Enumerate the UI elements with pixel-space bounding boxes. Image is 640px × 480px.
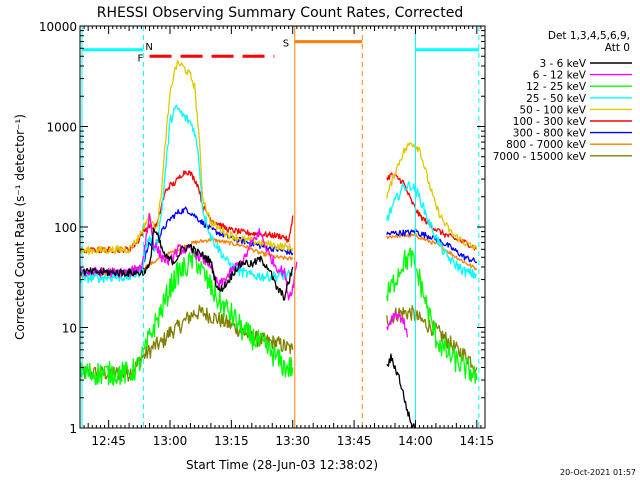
series-line-3-segment-1 <box>386 181 478 279</box>
flag-label-S: S <box>283 39 289 50</box>
series-line-3-segment-0 <box>79 104 294 284</box>
x-tick-label: 13:00 <box>153 434 188 448</box>
series-line-0-segment-1 <box>386 353 416 429</box>
series-line-6-segment-1 <box>386 227 478 264</box>
series-line-2-segment-1 <box>386 247 478 384</box>
x-tick-label: 13:15 <box>214 434 249 448</box>
legend-label-5: 100 - 300 keV <box>513 116 587 128</box>
x-axis-label: Start Time (28-Jun-03 12:38:02) <box>186 458 378 472</box>
series-line-1-segment-1 <box>386 311 408 338</box>
legend-label-2: 12 - 25 keV <box>526 81 587 93</box>
flag-label-N: N <box>145 42 152 53</box>
legend-label-4: 50 - 100 keV <box>519 104 586 116</box>
series-line-4-segment-1 <box>386 142 478 251</box>
legend-label-1: 6 - 12 keV <box>533 70 587 82</box>
x-tick-label: 13:30 <box>275 434 310 448</box>
generation-timestamp: 20-Oct-2021 01:57 <box>560 468 636 477</box>
legend-label-8: 7000 - 15000 keV <box>493 151 587 163</box>
series-line-5-segment-0 <box>79 170 294 254</box>
plot-frame <box>79 25 486 429</box>
y-tick-label: 100 <box>54 221 77 235</box>
x-tick-label: 12:45 <box>91 434 126 448</box>
series-line-4-segment-0 <box>79 60 294 256</box>
legend-header-line-2: Att 0 <box>605 42 630 54</box>
y-axis-label: Corrected Count Rate (s⁻¹ detector⁻¹) <box>13 114 27 340</box>
legend-label-7: 800 - 7000 keV <box>506 139 587 151</box>
y-tick-label: 10000 <box>39 20 77 34</box>
axes: 1 10 100 1000 10000 12:45 13:00 13:15 13:30 13:45… <box>39 20 494 448</box>
y-tick-label: 1 <box>69 422 77 436</box>
chart-title: RHESSI Observing Summary Count Rates, Co… <box>97 5 463 21</box>
legend-label-0: 3 - 6 keV <box>539 58 586 70</box>
legend-label-6: 300 - 800 keV <box>513 128 587 140</box>
x-tick-label: 14:00 <box>398 434 433 448</box>
y-tick-label: 10 <box>62 322 77 336</box>
legend-label-3: 25 - 50 keV <box>526 93 587 105</box>
flag-label-F: F <box>138 53 144 64</box>
x-tick-label: 13:45 <box>337 434 372 448</box>
y-tick-label: 1000 <box>46 121 77 135</box>
x-tick-label: 14:15 <box>460 434 495 448</box>
series-line-2-segment-0 <box>79 246 294 386</box>
plot-area: NF S <box>79 26 480 429</box>
series-line-0-segment-0 <box>79 227 294 301</box>
series-line-8-segment-1 <box>386 304 478 373</box>
legend-header-line-1: Det 1,3,4,5,6,9, <box>548 30 630 42</box>
